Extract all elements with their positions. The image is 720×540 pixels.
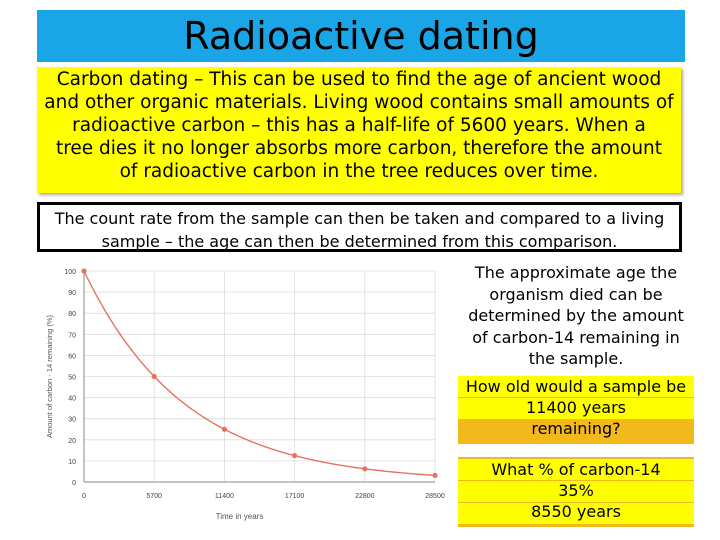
question-1-text: How old would a sample be xyxy=(465,377,687,396)
explanation-line: of carbon-14 remaining in xyxy=(472,327,680,347)
comparison-box: The count rate from the sample can then … xyxy=(37,202,682,252)
decay-curve xyxy=(83,270,436,477)
x-tick-label: 0 xyxy=(82,493,86,500)
y-tick-label: 0 xyxy=(72,480,76,487)
question-2-answer: 35% xyxy=(558,481,594,500)
x-tick-label: 5700 xyxy=(146,493,162,500)
question-1-answer: 11400 years xyxy=(525,398,626,417)
y-tick-label: 50 xyxy=(68,375,76,382)
page-title: Radioactive dating xyxy=(183,14,539,58)
x-axis-title: Time in years xyxy=(216,512,264,521)
y-tick-label: 80 xyxy=(68,311,76,318)
question-2-box: What % of carbon-14 35% 8550 years xyxy=(458,457,694,527)
x-tick-label: 22800 xyxy=(355,493,375,500)
data-point xyxy=(221,426,227,432)
question-1-text-end: remaining? xyxy=(531,419,621,438)
intro-line: Carbon dating – This can be used to find… xyxy=(56,69,662,90)
comparison-line: The count rate from the sample can then … xyxy=(54,209,665,228)
intro-line: radioactive carbon – this has a half-lif… xyxy=(72,115,646,136)
explanation-text: The approximate age the organism died ca… xyxy=(458,262,694,370)
y-tick-label: 10 xyxy=(68,459,76,466)
comparison-line: sample – the age can then be determined … xyxy=(101,232,618,251)
x-tick-label: 28500 xyxy=(425,493,445,500)
title-bar: Radioactive dating xyxy=(37,10,685,62)
intro-line: and other organic materials. Living wood… xyxy=(44,92,674,113)
carbon-dating-intro: Carbon dating – This can be used to find… xyxy=(37,67,681,193)
explanation-line: determined by the amount xyxy=(468,306,684,325)
chart-axes xyxy=(83,271,435,483)
decay-chart: 0 10 20 30 40 50 60 70 80 90 100 0 5700 11400 17100 228… xyxy=(45,268,445,521)
intro-line: of radioactive carbon in the tree reduce… xyxy=(119,161,599,182)
y-tick-label: 40 xyxy=(68,396,76,403)
chart-curve xyxy=(81,268,438,479)
explanation-line: The approximate age the xyxy=(474,263,678,282)
data-point xyxy=(362,466,368,472)
y-tick-label: 30 xyxy=(68,417,76,424)
question-1-box: How old would a sample be 11400 years re… xyxy=(458,376,694,444)
data-point xyxy=(151,373,157,380)
explanation-line: the sample. xyxy=(528,349,624,368)
data-point xyxy=(432,472,438,479)
x-tick-label: 17100 xyxy=(285,493,305,500)
data-point xyxy=(292,453,298,459)
data-point xyxy=(81,268,87,274)
chart-labels: 0 10 20 30 40 50 60 70 80 90 100 0 5700 11400 17100 228… xyxy=(45,269,445,521)
y-axis-title: Amount of carbon - 14 remaining (%) xyxy=(45,315,54,438)
x-tick-label: 11400 xyxy=(215,493,234,500)
y-tick-label: 90 xyxy=(68,290,76,297)
y-tick-label: 60 xyxy=(68,353,76,360)
y-tick-label: 20 xyxy=(68,438,76,445)
question-2-years: 8550 years xyxy=(531,502,621,521)
question-2-text: What % of carbon-14 xyxy=(491,460,661,479)
y-tick-label: 100 xyxy=(64,269,76,276)
y-tick-label: 70 xyxy=(68,332,76,339)
explanation-line: organism died can be xyxy=(489,284,663,304)
intro-line: tree dies it no longer absorbs more carb… xyxy=(55,138,663,159)
chart-grid xyxy=(83,270,436,483)
